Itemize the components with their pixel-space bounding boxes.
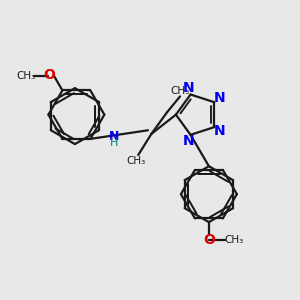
Text: O: O (43, 68, 55, 82)
Text: O: O (203, 233, 215, 248)
Text: N: N (214, 124, 225, 138)
Text: CH₃: CH₃ (127, 157, 146, 166)
Text: CH₃: CH₃ (16, 71, 35, 81)
Text: N: N (183, 134, 194, 148)
Text: CH₃: CH₃ (224, 236, 244, 245)
Text: CH₃: CH₃ (170, 85, 190, 95)
Text: N: N (214, 92, 225, 105)
Text: H: H (110, 138, 118, 148)
Text: N: N (183, 81, 194, 95)
Text: N: N (109, 130, 119, 142)
